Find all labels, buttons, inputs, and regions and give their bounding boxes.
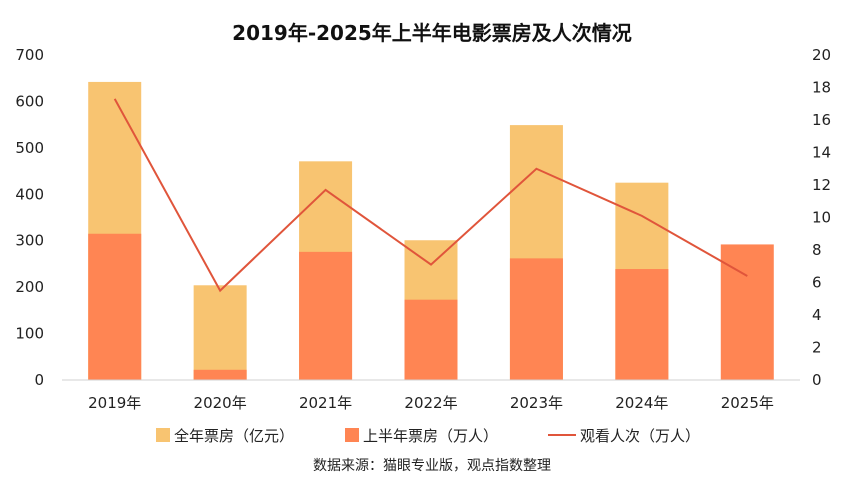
legend-swatch-half: [345, 428, 359, 442]
x-tick-label: 2023年: [510, 394, 563, 412]
x-tick-label: 2021年: [299, 394, 352, 412]
chart-title: 2019年-2025年上半年电影票房及人次情况: [232, 21, 632, 45]
legend-label-line: 观看人次（万人）: [580, 427, 700, 445]
bar-half-3: [404, 299, 458, 380]
right-tick-label: 10: [812, 209, 831, 227]
bar-annual-1: [193, 285, 247, 380]
left-tick-label: 0: [34, 371, 44, 389]
right-tick-label: 2: [812, 339, 822, 357]
right-tick-label: 14: [812, 144, 831, 162]
right-tick-label: 0: [812, 371, 822, 389]
right-tick-label: 4: [812, 306, 822, 324]
right-tick-label: 6: [812, 274, 822, 292]
left-tick-label: 500: [15, 139, 44, 157]
x-tick-label: 2024年: [615, 394, 668, 412]
right-tick-label: 20: [812, 46, 831, 64]
legend-label-annual: 全年票房（亿元）: [174, 427, 294, 445]
right-tick-label: 16: [812, 111, 831, 129]
x-tick-label: 2020年: [194, 394, 247, 412]
left-tick-label: 200: [15, 278, 44, 296]
left-tick-label: 100: [15, 325, 44, 343]
bar-half-0: [88, 233, 142, 380]
right-tick-label: 12: [812, 176, 831, 194]
bar-half-4: [509, 258, 563, 380]
left-tick-label: 600: [15, 92, 44, 110]
bar-layer: [88, 81, 774, 380]
left-tick-label: 400: [15, 185, 44, 203]
bar-half-2: [299, 251, 353, 380]
legend-swatch-annual: [156, 428, 170, 442]
right-axis: 0 2 4 6 8 10 12 14 16 18 20: [812, 46, 831, 389]
left-tick-label: 700: [15, 46, 44, 64]
x-tick-label: 2022年: [404, 394, 457, 412]
legend-label-half: 上半年票房（万人）: [363, 427, 498, 445]
source-note: 数据来源：猫眼专业版，观点指数整理: [313, 458, 551, 474]
x-tick-label: 2025年: [721, 394, 774, 412]
legend: 全年票房（亿元） 上半年票房（万人） 观看人次（万人）: [156, 427, 700, 445]
right-tick-label: 18: [812, 79, 831, 97]
bar-half-5: [615, 269, 669, 380]
left-tick-label: 300: [15, 232, 44, 250]
left-axis: 0 100 200 300 400 500 600 700: [15, 46, 44, 389]
x-tick-label: 2019年: [88, 394, 141, 412]
right-tick-label: 8: [812, 241, 822, 259]
bar-half-1: [193, 369, 247, 380]
line-layer: [113, 98, 748, 293]
x-axis: 2019年 2020年 2021年 2022年 2023年 2024年 2025年: [88, 394, 774, 412]
